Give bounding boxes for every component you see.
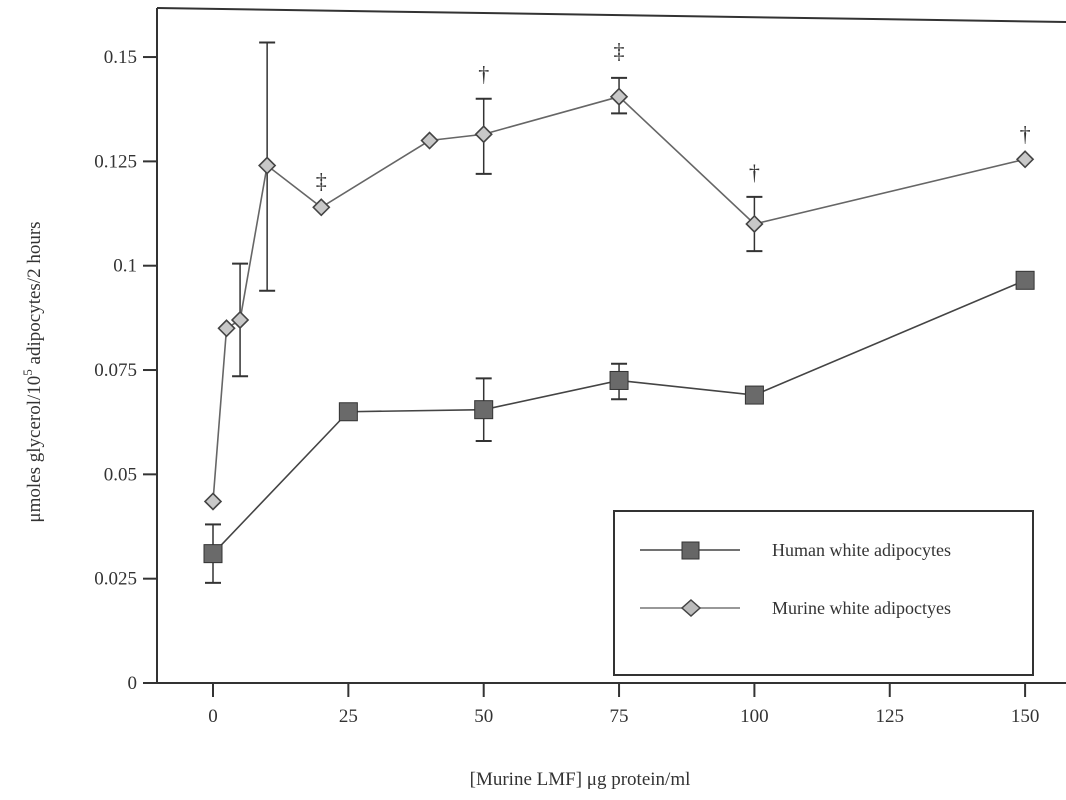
data-point-murine: [258, 156, 277, 175]
x-tick-label: 50: [474, 706, 493, 727]
data-point-murine: [474, 125, 493, 144]
y-tick-label: 0.1: [113, 256, 137, 277]
series-line-murine: [212, 95, 1026, 502]
data-point-murine: [609, 87, 629, 106]
series-layer: [203, 41, 1035, 584]
data-point-murine: [312, 198, 331, 217]
significance-marker: †: [478, 61, 489, 86]
x-tick-label: 25: [339, 706, 358, 727]
legend: Human white adipocytes Murine white adip…: [613, 510, 1034, 676]
data-point-human: [474, 400, 494, 420]
data-point-human: [609, 370, 629, 390]
data-point-murine: [217, 319, 236, 338]
y-tick-label: 0: [128, 673, 138, 694]
x-tick-label: 100: [740, 706, 769, 727]
y-tick-label: 0.05: [104, 464, 137, 485]
x-tick-label: 150: [1011, 706, 1040, 727]
x-axis-title: [Murine LMF] μg protein/ml: [470, 769, 691, 790]
y-tick-label: 0.075: [94, 360, 137, 381]
y-axis-ticks: 0 0.025 0.05 0.075 0.1 0.125 0.15: [94, 47, 157, 694]
y-tick-label: 0.025: [94, 569, 137, 590]
data-point-human: [744, 385, 764, 405]
top-frame-line: [156, 7, 1066, 23]
legend-square-marker: [681, 541, 700, 560]
significance-marker: †: [1020, 121, 1031, 146]
x-tick-label: 75: [610, 706, 629, 727]
data-point-murine: [203, 492, 223, 511]
y-tick-label: 0.15: [104, 47, 137, 68]
data-point-human: [338, 402, 358, 422]
y-tick-label: 0.125: [94, 151, 137, 172]
data-point-human: [203, 544, 223, 564]
data-point-murine: [230, 310, 250, 330]
x-tick-label: 125: [876, 706, 905, 727]
data-point-murine: [1015, 150, 1035, 169]
legend-label-human: Human white adipocytes: [772, 540, 951, 560]
significance-markers: ‡ † ‡ † †: [316, 38, 1031, 193]
significance-marker: ‡: [614, 38, 625, 63]
data-point-human: [1015, 270, 1035, 290]
significance-marker: ‡: [316, 168, 327, 193]
significance-marker: †: [749, 160, 760, 185]
x-tick-label: 0: [208, 706, 218, 727]
plot-frame: [156, 7, 1066, 684]
data-point-murine: [745, 214, 764, 234]
y-axis-title: μmoles glycerol/105 adipocytes/2 hours: [20, 221, 45, 522]
data-point-murine: [420, 131, 439, 150]
series-line-human: [212, 279, 1026, 555]
x-axis-ticks: 0 25 50 75 100 125 150: [208, 683, 1039, 727]
legend-label-murine: Murine white adipoctyes: [772, 598, 951, 618]
legend-box: [613, 510, 1034, 676]
legend-diamond-marker: [680, 598, 702, 618]
